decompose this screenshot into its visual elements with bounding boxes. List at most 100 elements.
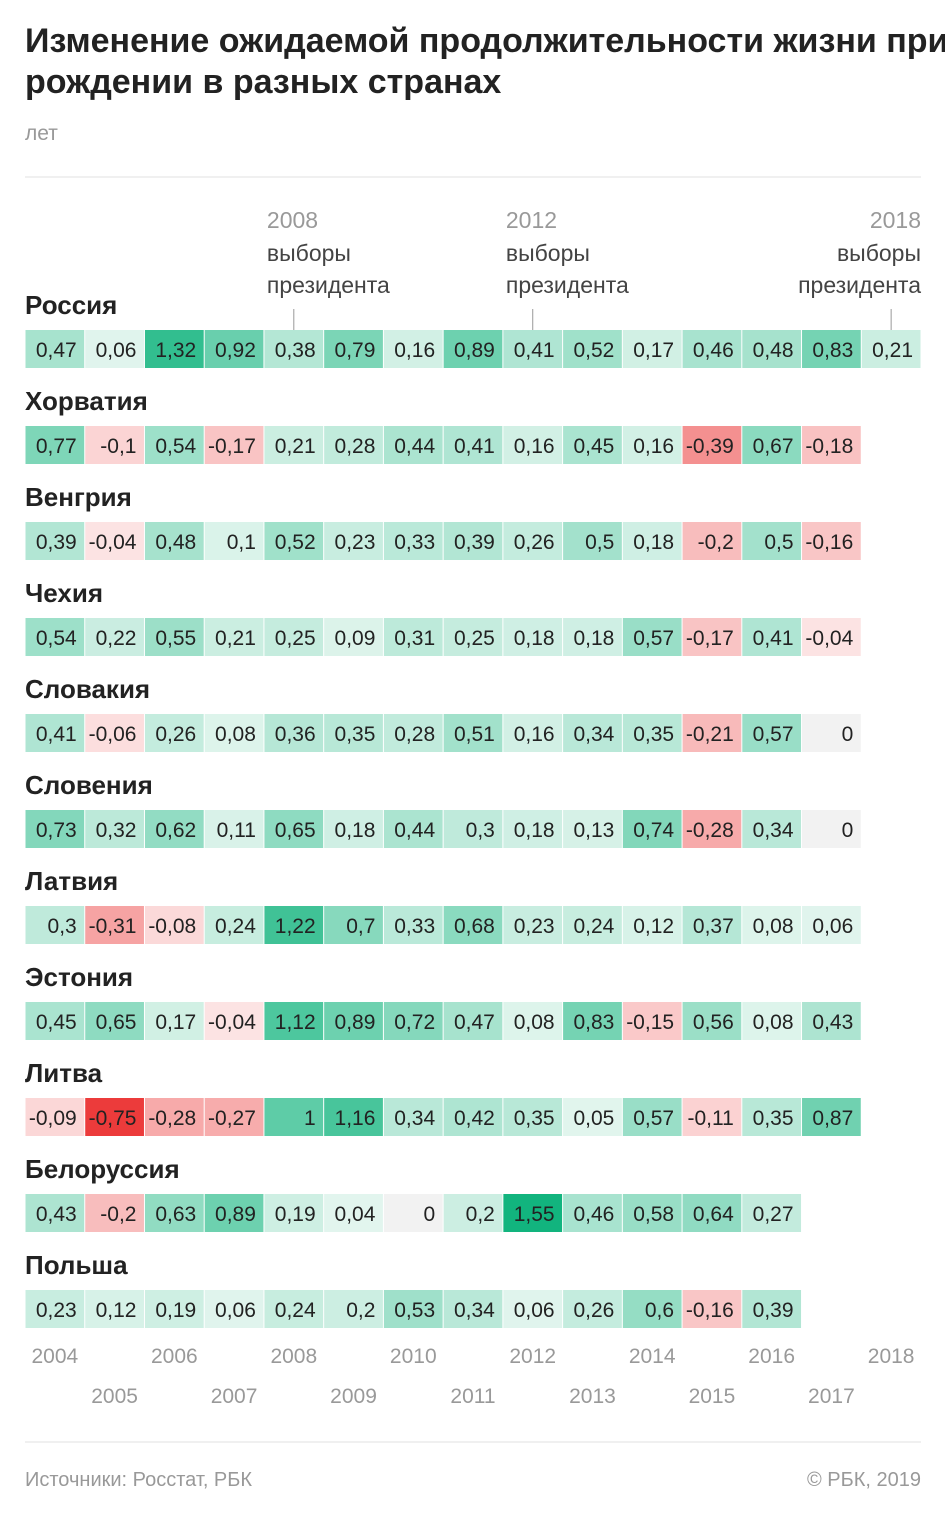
value-label: 0,27 xyxy=(753,1203,794,1226)
cell xyxy=(25,618,85,656)
value-label: 0,18 xyxy=(514,627,555,650)
cell xyxy=(622,618,682,656)
cell xyxy=(25,714,85,752)
cell xyxy=(802,522,861,560)
value-label: 0,39 xyxy=(753,1299,794,1322)
cell xyxy=(144,618,204,656)
cell xyxy=(742,426,802,464)
subtitle: лет xyxy=(25,122,58,145)
value-label: 0,28 xyxy=(335,435,376,458)
cell xyxy=(85,906,144,944)
value-label: 0,57 xyxy=(753,723,794,746)
value-label: 0,12 xyxy=(96,1299,137,1322)
value-label: 0,25 xyxy=(275,627,316,650)
country-label: Польша xyxy=(25,1250,128,1280)
cell xyxy=(324,810,383,848)
value-label: 0,04 xyxy=(335,1203,376,1226)
cell xyxy=(264,1290,324,1328)
cell xyxy=(802,1098,861,1136)
cell xyxy=(802,1002,861,1040)
cell xyxy=(503,522,563,560)
cell xyxy=(622,906,682,944)
value-label: 0,41 xyxy=(36,723,77,746)
cell xyxy=(324,426,383,464)
value-label: 0,44 xyxy=(394,435,435,458)
value-label: 0,35 xyxy=(514,1107,555,1130)
value-label: 0,41 xyxy=(753,627,794,650)
cell xyxy=(443,618,503,656)
cell xyxy=(622,1290,682,1328)
value-label: 0,68 xyxy=(454,915,495,938)
cell xyxy=(802,330,861,368)
cell xyxy=(264,426,324,464)
value-label: 0,79 xyxy=(335,339,376,362)
cell xyxy=(802,714,861,752)
cell xyxy=(25,906,85,944)
value-label: 0,23 xyxy=(514,915,555,938)
value-label: 0,13 xyxy=(573,819,614,842)
cell xyxy=(622,714,682,752)
cell xyxy=(563,1002,622,1040)
country-label: Литва xyxy=(25,1058,103,1088)
value-label: -0,11 xyxy=(687,1107,733,1130)
cell xyxy=(85,330,144,368)
value-label: 0,58 xyxy=(633,1203,674,1226)
cell xyxy=(622,1098,682,1136)
cell xyxy=(264,906,324,944)
value-label: 0,06 xyxy=(96,339,137,362)
cell xyxy=(563,618,622,656)
value-label: 0,35 xyxy=(335,723,376,746)
cell xyxy=(25,426,85,464)
value-label: -0,18 xyxy=(805,435,853,458)
x-tick-label: 2013 xyxy=(569,1385,616,1408)
cell xyxy=(503,810,563,848)
cell xyxy=(264,522,324,560)
cell xyxy=(85,1290,144,1328)
value-label: 0,23 xyxy=(335,531,376,554)
cell xyxy=(204,426,264,464)
credit: © РБК, 2019 xyxy=(807,1469,921,1491)
value-label: 0,21 xyxy=(215,627,256,650)
cell xyxy=(264,1194,324,1232)
value-label: 0,46 xyxy=(693,339,734,362)
value-label: -0,28 xyxy=(686,819,734,842)
value-label: 0,22 xyxy=(96,627,137,650)
value-label: -0,06 xyxy=(89,723,137,746)
cell xyxy=(204,906,264,944)
value-label: 0,73 xyxy=(36,819,77,842)
cell xyxy=(563,426,622,464)
value-label: -0,1 xyxy=(100,435,136,458)
cell xyxy=(144,1002,204,1040)
value-label: 0,72 xyxy=(394,1011,435,1034)
cell xyxy=(443,1098,503,1136)
value-label: 0,42 xyxy=(454,1107,495,1130)
cell xyxy=(324,1290,383,1328)
value-label: 0,7 xyxy=(346,915,375,938)
cell xyxy=(383,522,443,560)
cell xyxy=(204,1002,264,1040)
value-label: -0,04 xyxy=(208,1011,256,1034)
value-label: 0,16 xyxy=(514,435,555,458)
cell xyxy=(802,618,861,656)
value-label: 1,55 xyxy=(514,1203,555,1226)
annotation-text: выборы xyxy=(267,240,351,266)
value-label: 0,19 xyxy=(275,1203,316,1226)
cell xyxy=(682,1290,742,1328)
value-label: 0,28 xyxy=(394,723,435,746)
value-label: -0,04 xyxy=(89,531,137,554)
country-label: Белоруссия xyxy=(25,1154,180,1184)
value-label: 0,65 xyxy=(275,819,316,842)
value-label: 0,18 xyxy=(335,819,376,842)
value-label: 0,89 xyxy=(454,339,495,362)
cell xyxy=(503,618,563,656)
value-label: 0,47 xyxy=(36,339,77,362)
value-label: 0,33 xyxy=(394,531,435,554)
value-label: 0,83 xyxy=(573,1011,614,1034)
value-label: 0,06 xyxy=(812,915,853,938)
cell xyxy=(742,330,802,368)
value-label: 0,2 xyxy=(346,1299,375,1322)
cell xyxy=(144,426,204,464)
annotation-text: президента xyxy=(798,272,921,298)
cell xyxy=(25,810,85,848)
